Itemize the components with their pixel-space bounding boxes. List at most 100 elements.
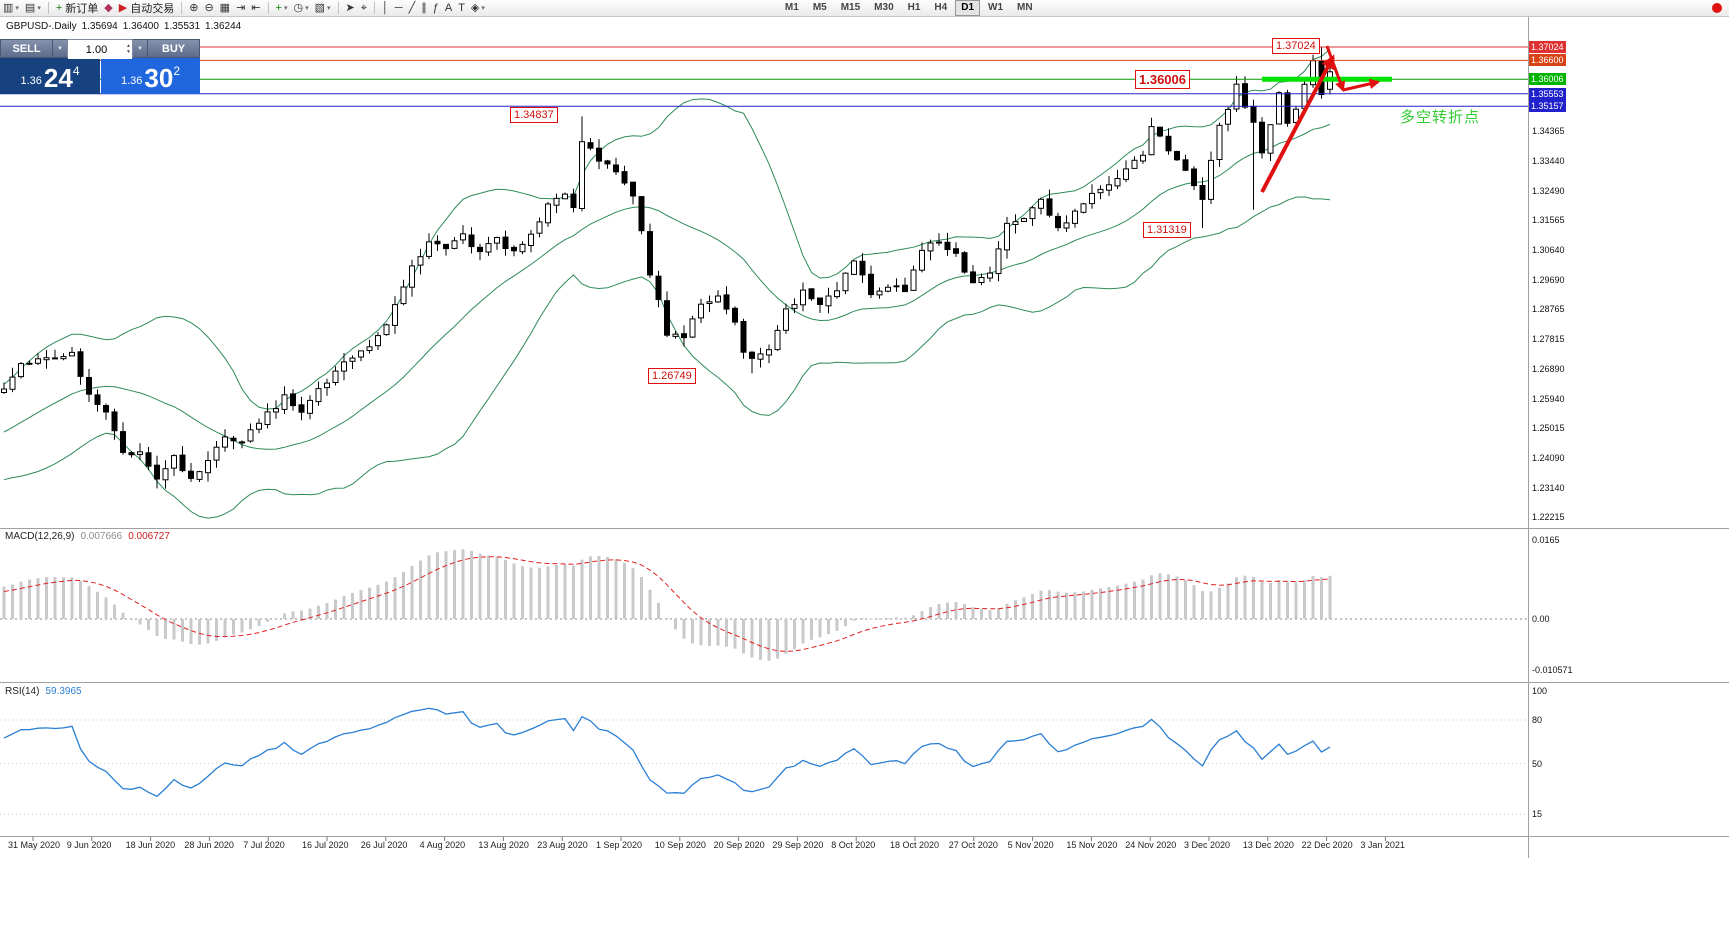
new-chart-icon[interactable]: ▥ ▾ bbox=[3, 2, 19, 14]
sell-button[interactable]: SELL bbox=[0, 39, 53, 58]
toolbar-separator bbox=[181, 2, 183, 14]
macd-histogram-bar bbox=[1252, 576, 1255, 619]
shapes-icon[interactable]: ◈ ▾ bbox=[470, 2, 485, 14]
timeframe-m15[interactable]: M15 bbox=[840, 2, 861, 13]
label-icon[interactable]: T bbox=[458, 2, 465, 14]
candle-body bbox=[400, 286, 407, 305]
candle-body bbox=[953, 248, 959, 254]
candle-body bbox=[264, 411, 271, 425]
zoom-out-icon[interactable]: ⊖ bbox=[204, 2, 214, 14]
price-annotation-high[interactable]: 1.37024 bbox=[1272, 38, 1320, 54]
rsi-panel[interactable] bbox=[0, 707, 1528, 815]
macd-histogram-bar bbox=[317, 605, 320, 619]
channel-icon[interactable]: ∥ bbox=[421, 2, 427, 14]
candle-body bbox=[766, 349, 772, 356]
macd-histogram-bar bbox=[1277, 580, 1281, 619]
macd-histogram-bar bbox=[53, 577, 57, 619]
macd-histogram-bar bbox=[189, 619, 193, 644]
timeframe-w1[interactable]: W1 bbox=[988, 2, 1004, 13]
chart-shift-icon[interactable]: ⇤ bbox=[251, 2, 261, 14]
price-annotation-dec-low[interactable]: 1.31319 bbox=[1143, 222, 1191, 238]
macd-panel[interactable] bbox=[0, 549, 1528, 661]
candle-body bbox=[1055, 215, 1061, 229]
candle-body bbox=[1208, 159, 1214, 200]
volume-spinner[interactable]: ▲ ▼ bbox=[126, 42, 131, 55]
buy-button[interactable]: BUY bbox=[147, 39, 200, 58]
macd-histogram-bar bbox=[640, 577, 643, 619]
sell-price-panel[interactable]: 1.36 24 4 bbox=[0, 58, 100, 94]
macd-histogram-bar bbox=[674, 619, 677, 630]
cursor-icon[interactable]: ➤ bbox=[345, 2, 355, 14]
macd-histogram-bar bbox=[1175, 576, 1179, 619]
timeframe-m30[interactable]: M30 bbox=[874, 2, 894, 13]
timeframe-h4[interactable]: H4 bbox=[934, 2, 948, 13]
price-annotation-support[interactable]: 1.36006 bbox=[1135, 70, 1190, 89]
buy-price-panel[interactable]: 1.36 30 2 bbox=[101, 58, 200, 94]
vertical-line-icon[interactable]: │ bbox=[381, 2, 389, 14]
text-icon[interactable]: A bbox=[444, 2, 453, 14]
candle-body bbox=[1199, 185, 1206, 200]
main-chart-panel[interactable] bbox=[0, 45, 1528, 519]
mql5-community-icon[interactable]: ◆ bbox=[104, 2, 113, 14]
candle-body bbox=[715, 295, 721, 303]
candle-body bbox=[604, 160, 611, 165]
auto-scroll-icon[interactable]: ⇥ bbox=[236, 2, 246, 14]
candle-body bbox=[1004, 222, 1010, 251]
candle-body bbox=[171, 455, 177, 469]
crosshair-icon[interactable]: ⌖ bbox=[360, 2, 367, 14]
buy-dropdown-icon[interactable]: ▼ bbox=[133, 39, 147, 58]
candle-body bbox=[1191, 168, 1197, 187]
trend-arrow bbox=[1342, 78, 1381, 92]
macd-histogram-bar bbox=[1328, 575, 1332, 619]
macd-histogram-bar bbox=[869, 618, 873, 620]
candle-body bbox=[358, 350, 364, 358]
macd-histogram-bar bbox=[164, 619, 167, 639]
candle-body bbox=[579, 141, 585, 209]
price-annotation-sep-high[interactable]: 1.34837 bbox=[510, 107, 558, 123]
trendline-icon[interactable]: ╱ bbox=[408, 2, 416, 14]
price-annotation-sep-low[interactable]: 1.26749 bbox=[648, 368, 696, 384]
candle-body bbox=[494, 237, 500, 244]
macd-histogram-bar bbox=[742, 619, 745, 654]
timeframe-d1[interactable]: D1 bbox=[955, 0, 981, 16]
turning-point-text[interactable]: 多空转折点 bbox=[1400, 109, 1481, 126]
candle-body bbox=[103, 405, 109, 413]
macd-histogram-bar bbox=[478, 553, 482, 619]
toolbar-buttons: ▥ ▾ ▤ ▾ + 新订单 ◆ ▶ 自动交易 ⊕ ⊖ ▦ ⇥ ⇤ + ▾ ◷ ▾ ▧ ▾ ➤ ⌖ │ ─ ╱ ∥ ƒ A T ◈ ▾ bbox=[0, 0, 488, 16]
indicators-icon[interactable]: + ▾ bbox=[275, 2, 288, 14]
macd-histogram-bar bbox=[572, 565, 575, 619]
macd-histogram-bar bbox=[198, 619, 201, 645]
horizontal-line-icon[interactable]: ─ bbox=[394, 2, 403, 14]
candle-body bbox=[1267, 124, 1274, 154]
macd-histogram-bar bbox=[147, 619, 150, 631]
periods-icon[interactable]: ◷ ▾ bbox=[293, 2, 309, 14]
candle-body bbox=[154, 464, 160, 480]
zoom-in-icon[interactable]: ⊕ bbox=[189, 2, 199, 14]
candle-body bbox=[366, 346, 373, 351]
candle-body bbox=[468, 234, 475, 248]
tile-windows-icon[interactable]: ▦ bbox=[219, 2, 231, 14]
volume-input[interactable] bbox=[68, 41, 132, 59]
macd-histogram-bar bbox=[1056, 591, 1060, 619]
macd-histogram-bar bbox=[308, 608, 312, 619]
profiles-icon[interactable]: ▤ ▾ bbox=[24, 2, 41, 14]
candle-body bbox=[307, 399, 313, 414]
candle-body bbox=[196, 471, 203, 480]
timeframe-mn[interactable]: MN bbox=[1017, 2, 1033, 13]
templates-icon[interactable]: ▧ ▾ bbox=[314, 2, 331, 14]
notification-dot[interactable] bbox=[1712, 3, 1722, 13]
candle-body bbox=[647, 231, 653, 276]
timeframe-h1[interactable]: H1 bbox=[907, 2, 921, 13]
macd-histogram-bar bbox=[87, 586, 91, 619]
candle-body bbox=[341, 361, 347, 372]
bb-middle-band bbox=[3, 123, 1331, 450]
timeframe-m5[interactable]: M5 bbox=[812, 2, 827, 13]
new-order-button[interactable]: + 新订单 bbox=[55, 2, 99, 15]
timeframe-m1[interactable]: M1 bbox=[784, 2, 799, 13]
macd-histogram-bar bbox=[1167, 574, 1170, 619]
auto-trading-button[interactable]: ▶ 自动交易 bbox=[118, 2, 175, 15]
fibonacci-icon[interactable]: ƒ bbox=[432, 2, 439, 14]
sell-dropdown-icon[interactable]: ▼ bbox=[53, 39, 67, 58]
macd-histogram-bar bbox=[835, 619, 839, 631]
